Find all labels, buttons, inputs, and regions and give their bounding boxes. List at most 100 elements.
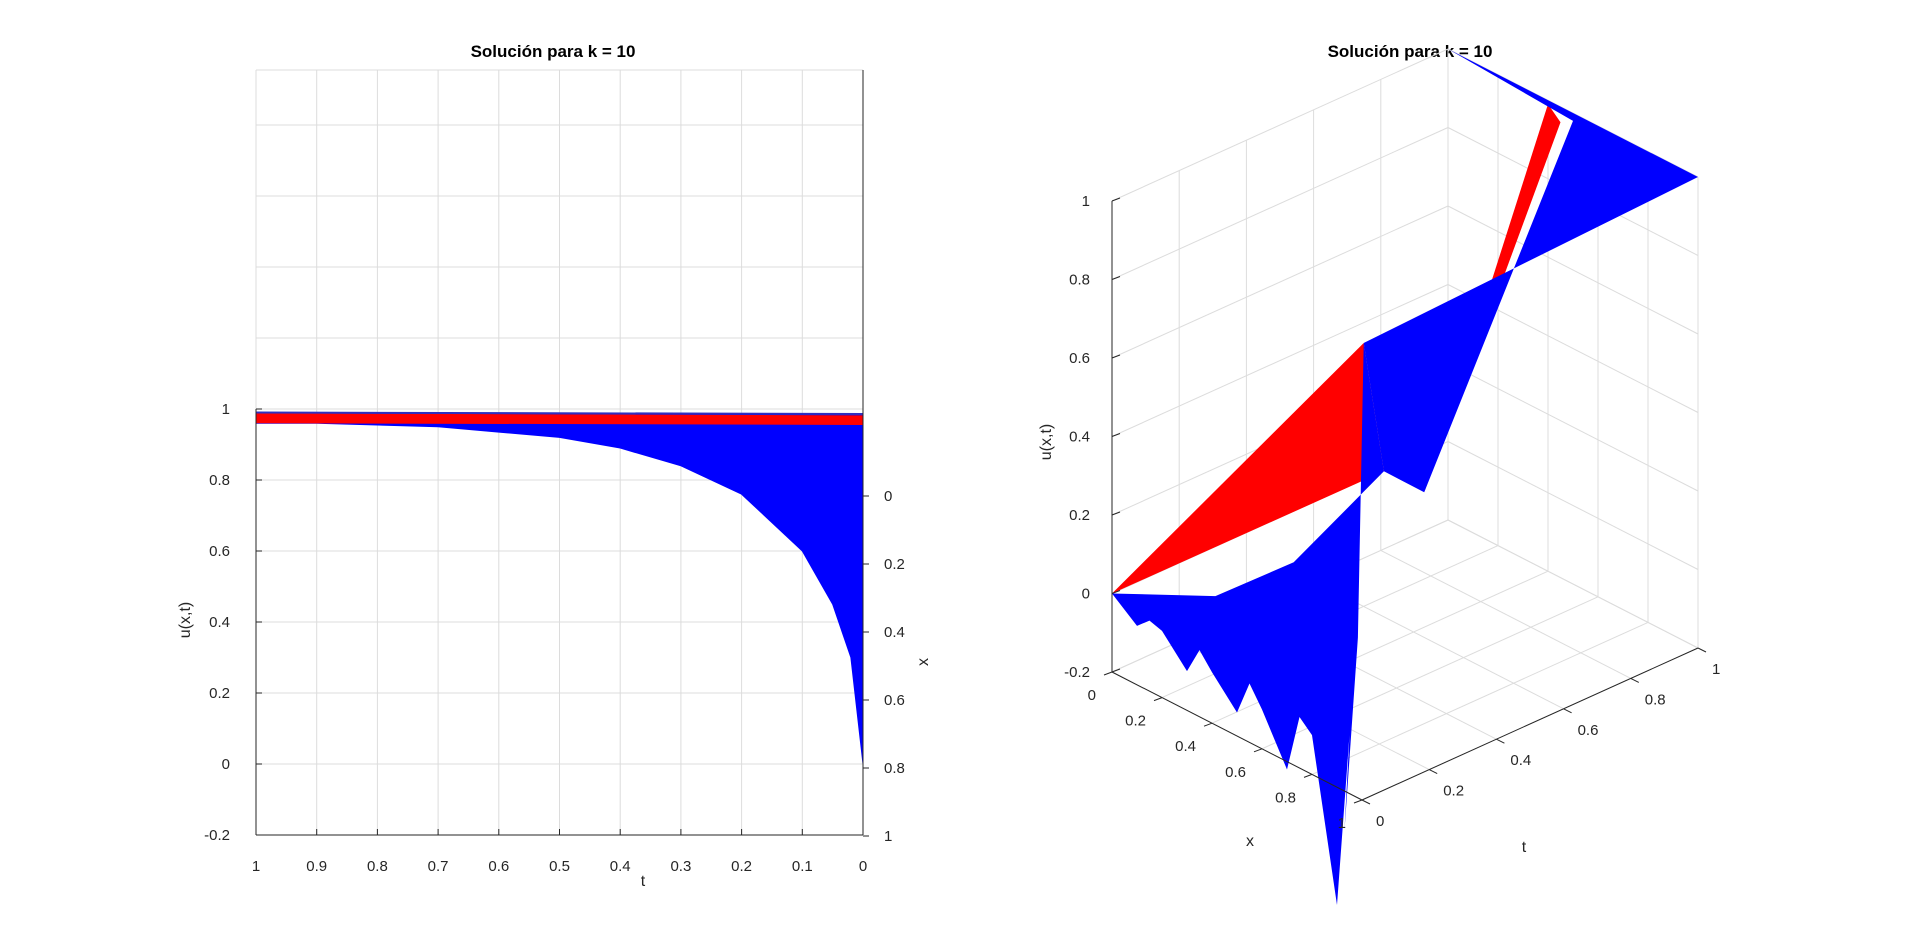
- right-x-tick-mark: [1203, 722, 1213, 727]
- right-blue-upper-surface: [1363, 49, 1698, 493]
- left-t-tick-label: 0.2: [731, 858, 752, 875]
- wall-t-grid-line: [1111, 127, 1449, 280]
- wall-x-grid-line: [1447, 205, 1699, 335]
- right-surface: [1112, 49, 1698, 905]
- right-t-tick-mark: [1697, 647, 1707, 653]
- left-t-tick-label: 0.7: [428, 858, 449, 875]
- right-t-axis-ticks: 0 0.2 0.4 0.6 0.8 1: [1361, 647, 1720, 830]
- left-x-tick-label: 0: [884, 488, 892, 505]
- wall-x-grid-line: [1447, 441, 1699, 570]
- floor-grid-x-line: [1311, 621, 1649, 775]
- left-t-tick-label: 0.1: [792, 858, 813, 875]
- right-ylabel: t: [1522, 839, 1527, 856]
- right-x-tick-mark: [1353, 799, 1363, 804]
- left-x-tick-label: 0.6: [884, 692, 905, 709]
- right-u-tick-mark: [1111, 511, 1121, 516]
- left-u-tick-label: 0.6: [209, 543, 230, 560]
- right-chart-title: Solución para k = 10: [1328, 42, 1493, 61]
- floor-grid-t-line: [1380, 549, 1632, 679]
- left-t-tick-label: 0.5: [549, 858, 570, 875]
- right-u-tick-label: 0.8: [1069, 272, 1090, 289]
- left-red-band: [256, 413, 863, 425]
- right-u-tick-label: 0.2: [1069, 507, 1090, 524]
- left-top-edge-line: [255, 411, 864, 415]
- right-x-tick-label: 0.6: [1225, 764, 1246, 781]
- left-u-tick-label: 0.4: [209, 614, 230, 631]
- left-blue-surface: [255, 412, 864, 765]
- right-red-surface: [1112, 343, 1384, 594]
- right-t-tick-label: 1: [1712, 661, 1720, 678]
- right-u-tick-mark: [1111, 590, 1121, 594]
- right-t-tick-mark: [1361, 799, 1371, 805]
- right-u-tick-mark: [1111, 276, 1121, 280]
- right-x-tick-label: 1: [1338, 815, 1346, 832]
- right-x-tick-label: 0.2: [1125, 713, 1146, 730]
- left-x-axis-ticks: 0 0.2 0.4 0.6 0.8 1: [863, 488, 905, 845]
- right-x-axis-line: [1111, 671, 1363, 801]
- wall-t-grid-line: [1111, 205, 1449, 359]
- left-t-tick-label: 0.8: [367, 858, 388, 875]
- right-u-tick-label: 0.6: [1069, 350, 1090, 367]
- left-zlabel: x: [915, 658, 932, 666]
- right-t-tick-mark: [1563, 708, 1572, 714]
- left-u-tick-label: 1: [222, 401, 230, 418]
- left-t-tick-label: 0.6: [488, 858, 509, 875]
- right-x-tick-label: 0.8: [1275, 789, 1296, 806]
- left-chart: Solución para k = 10 1 0.9 0.8 0.7 0.6 0.5 0.4…: [177, 42, 932, 890]
- right-u-tick-mark: [1111, 668, 1121, 673]
- left-t-tick-label: 1: [252, 858, 260, 875]
- left-u-tick-label: 0.2: [209, 685, 230, 702]
- right-u-tick-mark: [1111, 354, 1121, 359]
- right-xlabel: x: [1246, 833, 1254, 850]
- right-axes: [1111, 201, 1699, 801]
- right-u-tick-mark: [1111, 433, 1121, 437]
- right-x-tick-mark: [1103, 671, 1113, 676]
- right-u-tick-label: -0.2: [1064, 664, 1090, 681]
- left-t-tick-label: 0: [859, 858, 867, 875]
- wall-t-grid-line: [1111, 284, 1449, 437]
- right-t-tick-label: 0.8: [1645, 691, 1666, 708]
- right-x-tick-mark: [1303, 773, 1313, 778]
- left-t-tick-label: 0.3: [670, 858, 691, 875]
- right-x-tick-mark: [1153, 697, 1163, 702]
- left-u-tick-label: -0.2: [204, 827, 230, 844]
- left-x-tick-label: 1: [884, 828, 892, 845]
- right-t-tick-mark: [1428, 769, 1438, 775]
- left-x-tick-label: 0.2: [884, 556, 905, 573]
- wall-t-grid-line: [1111, 48, 1449, 202]
- right-x-axis-ticks: 0 0.2 0.4 0.6 0.8 1: [1088, 671, 1363, 832]
- left-t-axis-ticks: 1 0.9 0.8 0.7 0.6 0.5 0.4 0.3 0.2 0.1 0: [252, 829, 867, 875]
- right-t-axis-line: [1361, 647, 1699, 801]
- right-x-tick-label: 0: [1088, 687, 1096, 704]
- left-x-tick-label: 0.8: [884, 760, 905, 777]
- left-t-tick-label: 0.4: [610, 858, 631, 875]
- right-x-tick-label: 0.4: [1175, 738, 1196, 755]
- right-blue-front-surface: [1112, 343, 1384, 905]
- left-u-tick-label: 0.8: [209, 472, 230, 489]
- left-surface: [255, 411, 864, 765]
- right-t-tick-label: 0.6: [1578, 722, 1599, 739]
- right-u-axis-ticks: -0.2 0 0.2 0.4 0.6 0.8 1: [1064, 193, 1121, 681]
- right-t-tick-label: 0.4: [1510, 752, 1531, 769]
- right-u-tick-label: 1: [1082, 193, 1090, 210]
- wall-x-grid-line: [1447, 519, 1699, 649]
- left-ylabel: u(x,t): [177, 602, 194, 638]
- left-chart-title: Solución para k = 10: [471, 42, 636, 61]
- left-xlabel: t: [641, 873, 646, 890]
- wall-x-grid-line: [1447, 362, 1699, 492]
- right-chart: Solución para k = 10 0 0.2 0.4 0.6 0.8 1 0 0.2…: [1038, 42, 1720, 905]
- right-u-tick-label: 0: [1082, 586, 1090, 603]
- left-x-tick-label: 0.4: [884, 624, 905, 641]
- right-t-tick-mark: [1496, 738, 1505, 744]
- right-t-tick-label: 0: [1376, 813, 1384, 830]
- right-x-tick-mark: [1253, 748, 1263, 753]
- left-t-tick-label: 0.9: [306, 858, 327, 875]
- right-u-tick-label: 0.4: [1069, 429, 1090, 446]
- left-u-axis-ticks: -0.2 0 0.2 0.4 0.6 0.8 1: [204, 401, 262, 844]
- right-u-tick-mark: [1111, 197, 1121, 202]
- right-t-tick-label: 0.2: [1443, 783, 1464, 800]
- right-t-tick-mark: [1630, 677, 1640, 683]
- right-zlabel: u(x,t): [1038, 424, 1055, 460]
- left-u-tick-label: 0: [222, 756, 230, 773]
